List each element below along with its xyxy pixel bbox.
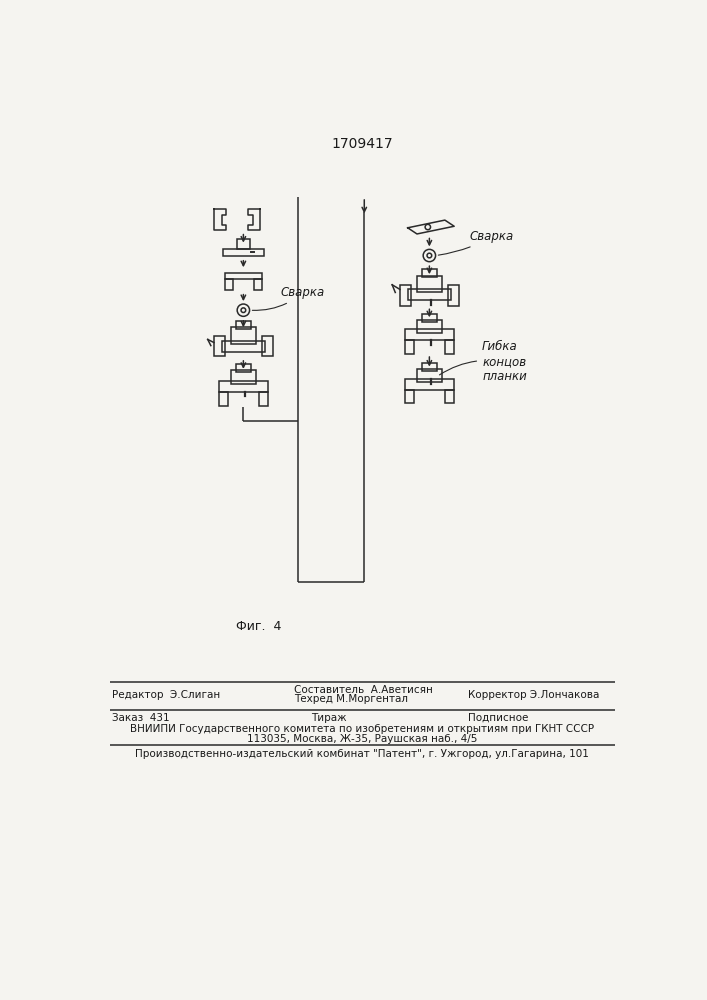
Bar — [225, 273, 262, 279]
Bar — [225, 279, 233, 290]
Bar — [417, 369, 442, 382]
Bar — [222, 341, 265, 352]
Bar — [237, 239, 250, 249]
Bar — [421, 363, 437, 371]
Bar — [218, 381, 268, 392]
Bar — [404, 379, 454, 389]
Text: Сварка: Сварка — [438, 230, 514, 255]
Text: Корректор Э.Лончакова: Корректор Э.Лончакова — [468, 690, 600, 700]
Bar — [445, 389, 454, 403]
Bar — [445, 340, 454, 354]
Bar — [231, 370, 256, 384]
Text: Тираж: Тираж — [311, 713, 346, 723]
Bar — [448, 285, 459, 306]
Text: Производственно-издательский комбинат "Патент", г. Ужгород, ул.Гагарина, 101: Производственно-издательский комбинат "П… — [135, 749, 589, 759]
Bar — [417, 276, 442, 292]
Text: 1709417: 1709417 — [331, 137, 393, 151]
Bar — [218, 392, 228, 406]
Bar — [404, 340, 414, 354]
Bar — [235, 364, 251, 372]
Bar — [255, 279, 262, 290]
Text: Подписное: Подписное — [468, 713, 529, 723]
Text: Гибка
концов
планки: Гибка концов планки — [440, 340, 527, 383]
Bar — [259, 392, 268, 406]
Bar — [214, 336, 225, 356]
Text: Фиг.  4: Фиг. 4 — [236, 620, 281, 634]
Text: Заказ  431: Заказ 431 — [112, 713, 169, 723]
Bar — [404, 329, 454, 340]
Text: Сварка: Сварка — [252, 286, 325, 310]
Text: ВНИИПИ Государственного комитета по изобретениям и открытиям при ГКНТ СССР: ВНИИПИ Государственного комитета по изоб… — [130, 724, 594, 734]
Text: 113035, Москва, Ж-35, Раушская наб., 4/5: 113035, Москва, Ж-35, Раушская наб., 4/5 — [247, 734, 477, 744]
Bar — [231, 327, 256, 344]
Bar — [421, 269, 437, 277]
Bar — [404, 389, 414, 403]
Bar — [408, 289, 451, 300]
Bar — [223, 249, 264, 256]
Text: Составитель  А.Аветисян: Составитель А.Аветисян — [293, 685, 433, 695]
Text: Техред М.Моргентал: Техред М.Моргентал — [293, 694, 408, 704]
Bar — [417, 320, 442, 333]
Bar — [400, 285, 411, 306]
Text: Редактор  Э.Слиган: Редактор Э.Слиган — [112, 690, 220, 700]
Bar — [235, 321, 251, 329]
Bar — [262, 336, 273, 356]
Bar — [421, 314, 437, 322]
